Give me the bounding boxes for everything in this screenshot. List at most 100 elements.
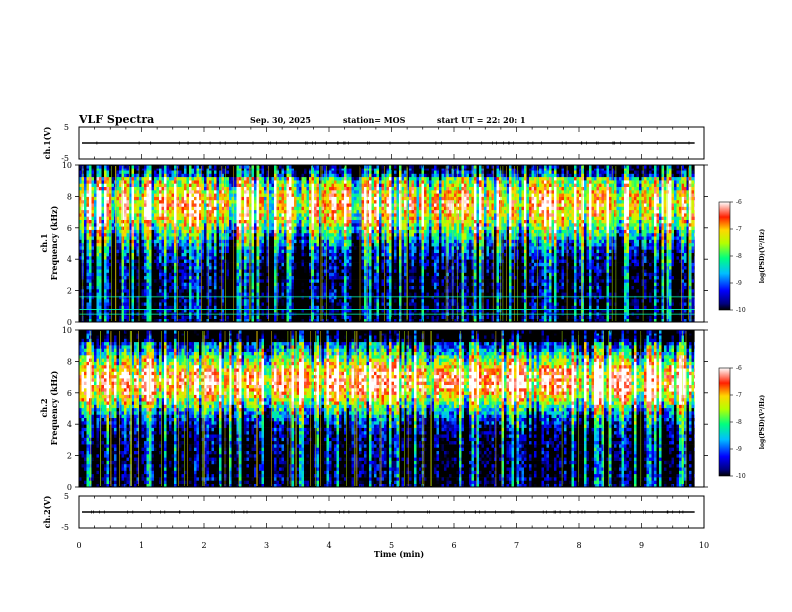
spectrogram-cell [99,203,102,207]
spectrogram-cell [329,236,332,240]
spectrogram-cell [234,252,237,257]
spectrogram-cell [116,232,120,237]
spectrogram-cell [329,176,332,181]
spectrogram-cell [121,190,125,194]
spectrogram-cell [106,219,110,224]
spectrogram-cell [254,246,257,250]
spectrogram-cell [156,190,160,194]
spectrogram-cell [96,173,100,178]
spectrogram-cell [86,203,90,207]
spectrogram-cell [259,249,262,253]
spectrogram-cell [289,232,292,237]
spectrogram-cell [161,173,165,178]
spectrogram-cell [169,289,172,293]
spectrogram-cell [154,298,157,303]
spectrogram-cell [194,302,197,306]
spectrogram-cell [201,166,205,171]
spectrogram-cell [226,176,230,181]
spectrogram-cell [316,226,320,230]
spectrogram-cell [201,269,205,273]
spectrogram-cell [319,292,322,296]
spectrogram-cell [249,318,252,323]
spectrogram-cell [174,295,177,300]
spectrogram-cell [246,282,250,286]
spectrogram-cell [234,213,237,217]
spectrogram-cell [284,183,287,187]
spectrogram-cell [99,246,102,250]
spectrogram-cell [96,305,100,310]
spectrogram-cell [236,275,240,280]
spectrogram-cell [256,206,260,211]
spectrogram-cell [134,292,137,296]
spectrogram-cell [189,180,192,184]
spectrogram-cell [111,166,115,171]
spectrogram-cell [201,315,205,319]
spectrogram-cell [91,318,95,323]
spectrogram-cell [101,272,105,277]
spectrogram-cell [149,209,152,214]
spectrogram-cell [324,183,327,187]
spectrogram-cell [101,190,105,194]
spectrogram-cell [204,315,207,319]
spectrogram-cell [136,279,140,283]
spectrogram-cell [316,186,320,191]
spectrogram-cell [331,292,335,296]
spectrogram-cell [149,226,152,230]
spectrogram-cell [236,272,240,277]
spectrogram-cell [326,229,330,234]
spectrogram-cell [194,256,197,260]
spectrogram-cell [156,196,160,201]
spectrogram-cell [176,292,180,296]
spectrogram-cell [129,252,132,257]
spectrogram-cell [321,165,325,169]
spectrogram-cell [281,285,285,290]
spectrogram-cell [219,256,222,260]
spectrogram-cell [266,180,270,184]
spectrogram-cell [146,186,150,191]
spectrogram-cell [226,256,230,260]
spectrogram-cell [331,295,335,300]
spectrogram-cell [246,298,250,303]
spectrogram-cell [241,315,245,319]
spectrogram-cell [104,289,107,293]
spectrogram-cell [154,223,157,227]
spectrogram-cell [91,173,95,178]
spectrogram-cell [304,262,307,267]
spectrogram-cell [244,186,247,191]
spectrogram-cell [321,269,325,273]
spectrogram-cell [326,190,330,194]
spectrogram-cell [211,226,215,230]
spectrogram-cell [139,315,142,319]
spectrogram-cell [136,282,140,286]
spectrogram-cell [254,305,257,310]
spectrogram-cell [101,183,105,187]
spectrogram-cell [91,229,95,234]
spectrogram-cell [311,199,315,204]
spectrogram-cell [119,305,122,310]
spectrogram-cell [246,269,250,273]
spectrogram-cell [244,193,247,197]
spectrogram-cell [296,262,300,267]
spectrogram-cell [199,289,202,293]
spectrogram-cell [211,308,215,313]
spectrogram-cell [276,236,280,240]
spectrogram-cell [256,213,260,217]
spectrogram-cell [216,236,220,240]
spectrogram-cell [139,165,142,169]
spectrogram-cell [141,239,145,244]
spectrogram-cell [191,183,195,187]
spectrogram-cell [144,236,147,240]
spectrogram-cell [119,196,122,201]
spectrogram-cell [141,269,145,273]
spectrogram-cell [334,242,337,247]
spectrogram-cell [99,282,102,286]
spectrogram-cell [329,292,332,296]
spectrogram-cell [241,209,245,214]
spectrogram-cell [304,315,307,319]
spectrogram-cell [261,302,265,306]
spectrogram-cell [291,246,295,250]
spectrogram-cell [171,176,175,181]
spectrogram-cell [171,239,175,244]
spectrogram-cell [189,289,192,293]
spectrogram-cell [84,203,87,207]
